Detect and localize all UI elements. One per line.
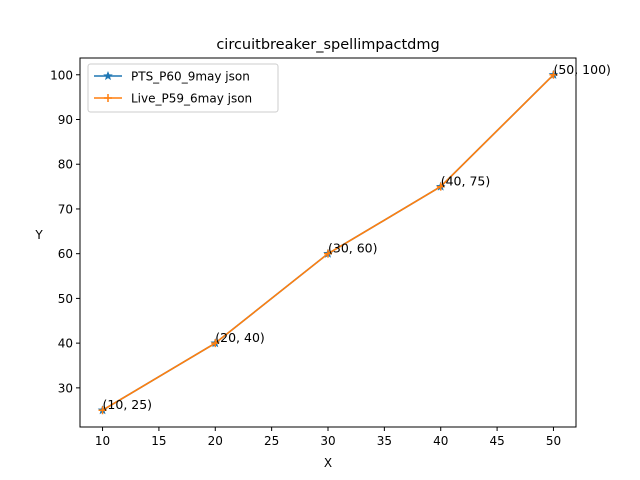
y-tick-label: 80 <box>58 158 73 172</box>
x-tick-label: 10 <box>95 434 110 448</box>
series-2-point <box>211 339 220 348</box>
series-2-point <box>98 406 107 415</box>
legend-marker <box>104 94 112 102</box>
legend: PTS_P60_9may json Live_P59_6may json <box>87 63 279 113</box>
chart-title: circuitbreaker_spellimpactdmg <box>216 37 439 53</box>
x-tick-label: 50 <box>546 434 561 448</box>
series-2-point <box>436 182 445 191</box>
point-annotation: (50, 100) <box>553 62 610 77</box>
y-tick-label: 70 <box>58 202 73 216</box>
x-tick-label: 40 <box>433 434 448 448</box>
point-annotation: (40, 75) <box>441 174 491 189</box>
x-tick-label: 30 <box>320 434 335 448</box>
y-tick-label: 90 <box>58 113 73 127</box>
series-2-point <box>324 249 332 258</box>
x-tick-label: 20 <box>208 434 223 448</box>
x-tick-label: 15 <box>151 434 166 448</box>
x-tick-label: 35 <box>377 434 392 448</box>
x-axis-label: X <box>324 456 332 470</box>
x-tick-label: 25 <box>264 434 279 448</box>
y-tick-label: 60 <box>58 247 73 261</box>
point-annotation: (30, 60) <box>328 241 378 256</box>
plot-area: 10 15 20 25 30 35 40 45 50 30 40 50 60 70 80 90 100 (10, … <box>50 57 611 448</box>
series-2-point <box>549 70 558 79</box>
legend-label: Live_P59_6may json <box>131 92 252 106</box>
legend-box <box>87 63 279 113</box>
point-annotation: (10, 25) <box>103 397 153 412</box>
point-annotation: (20, 40) <box>215 330 265 345</box>
y-tick-label: 40 <box>58 337 73 351</box>
legend-label: PTS_P60_9may json <box>131 70 250 84</box>
y-tick-label: 50 <box>58 292 73 306</box>
y-tick-label: 30 <box>58 381 73 395</box>
legend-marker <box>103 70 113 81</box>
x-tick-label: 45 <box>489 434 504 448</box>
y-axis-label: Y <box>34 228 43 242</box>
y-tick-label: 100 <box>50 68 73 82</box>
